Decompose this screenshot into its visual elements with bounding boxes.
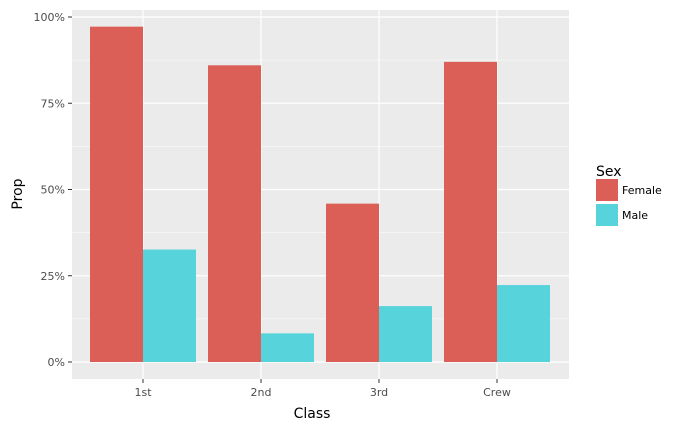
bar-male-crew xyxy=(497,285,550,362)
x-tick-label: 2nd xyxy=(251,386,272,399)
x-axis-ticks: 1st 2nd 3rd Crew xyxy=(134,379,511,399)
bar-male-3rd xyxy=(379,306,432,362)
y-axis-ticks: 0% 25% 50% 75% 100% xyxy=(34,11,72,369)
bar-female-2nd xyxy=(208,65,261,363)
x-tick-label: 1st xyxy=(134,386,152,399)
bar-female-crew xyxy=(444,61,497,362)
legend-key-female xyxy=(596,179,618,201)
y-tick-label: 25% xyxy=(41,270,65,283)
y-tick-label: 75% xyxy=(41,97,65,110)
bars xyxy=(90,26,550,363)
bar-male-1st xyxy=(143,249,196,362)
bar-female-3rd xyxy=(326,203,379,362)
x-tick-label: 3rd xyxy=(370,386,388,399)
y-tick-label: 50% xyxy=(41,184,65,197)
bar-male-2nd xyxy=(261,333,314,362)
legend-title: Sex xyxy=(596,164,622,180)
legend-key-male xyxy=(596,204,618,226)
y-axis-title: Prop xyxy=(10,178,26,209)
y-tick-label: 0% xyxy=(48,356,65,369)
legend: Sex Female Male xyxy=(596,164,662,226)
legend-label-male: Male xyxy=(622,209,648,222)
y-tick-label: 100% xyxy=(34,11,65,24)
legend-items: Female Male xyxy=(596,179,662,226)
bar-female-1st xyxy=(90,26,143,362)
x-tick-label: Crew xyxy=(483,386,511,399)
x-axis-title: Class xyxy=(294,406,331,422)
legend-label-female: Female xyxy=(622,184,662,197)
